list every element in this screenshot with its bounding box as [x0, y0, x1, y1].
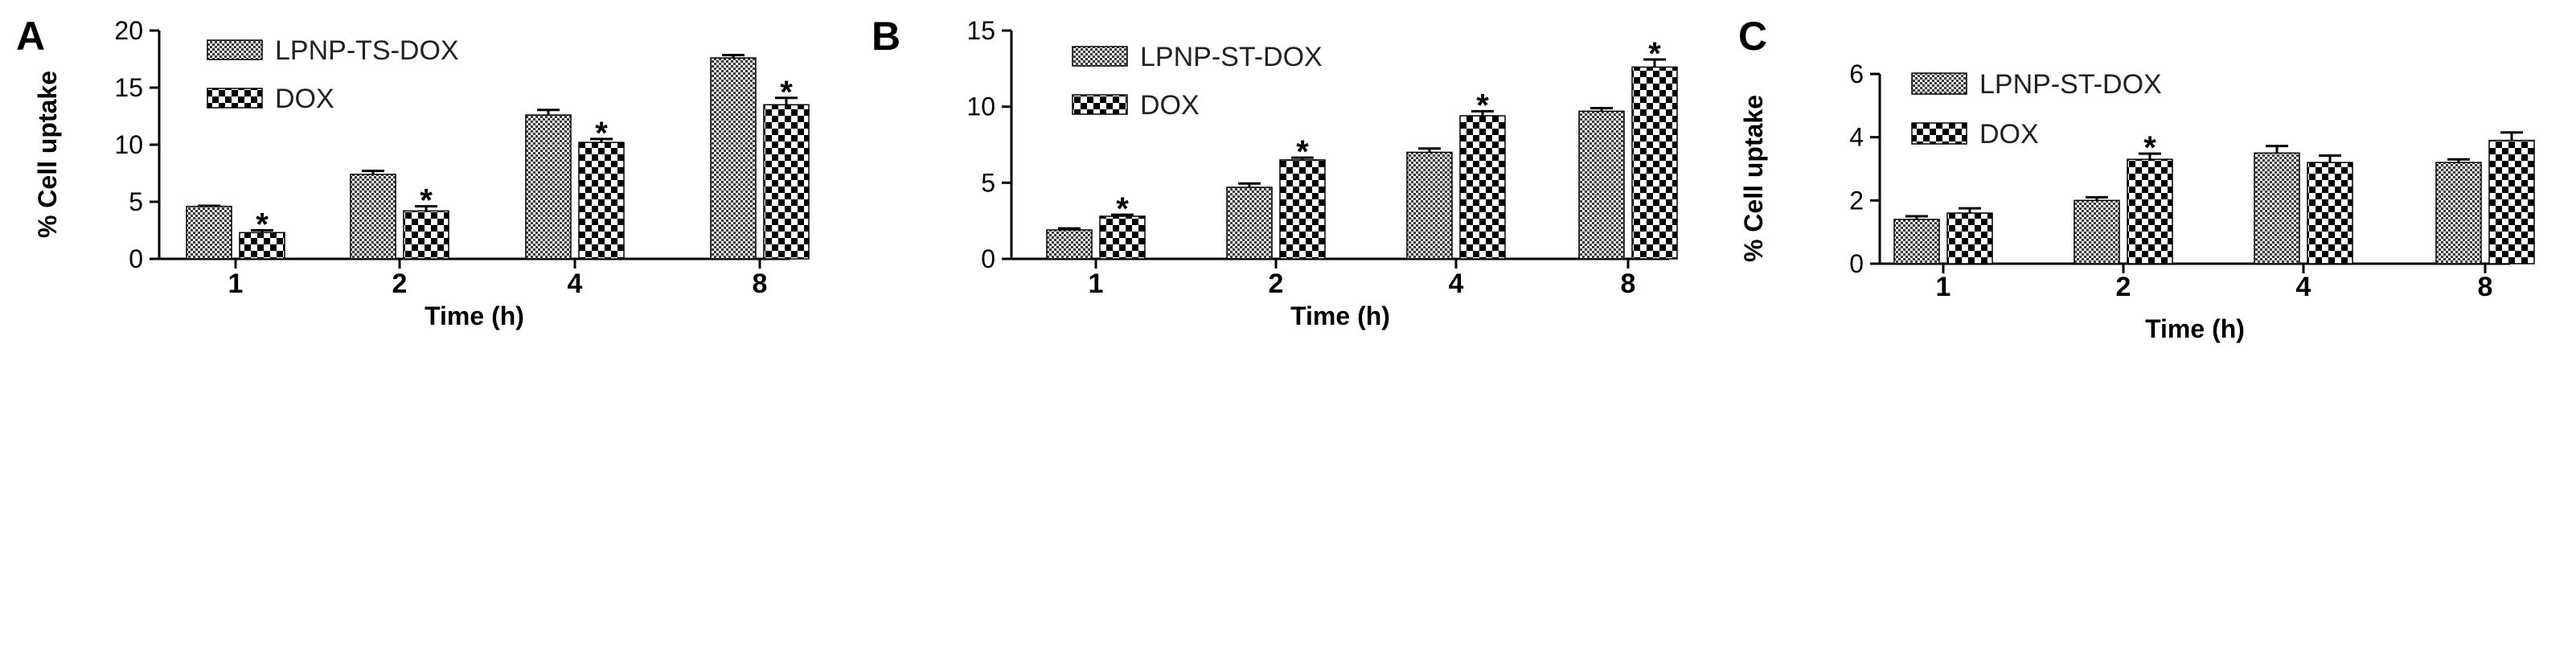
y-tick-label: 5 [981, 168, 995, 197]
legend-swatch-1 [207, 88, 263, 109]
y-tick-label: 15 [114, 73, 143, 102]
y-tick-label: 10 [966, 92, 995, 121]
legend-swatch-1 [1911, 122, 1967, 145]
bar-lpnp-ts-dox-2 [350, 174, 396, 260]
bar-lpnp-ts-dox-4 [525, 114, 572, 260]
bar-dox-4 [2307, 162, 2353, 264]
bar-dox-1 [1946, 212, 1993, 264]
bar-lpnp-st-dox-4 [1406, 151, 1453, 260]
significance-star: * [1116, 191, 1129, 227]
bar-dox-2 [2127, 158, 2173, 264]
significance-star: * [1648, 36, 1661, 72]
significance-star: * [2143, 130, 2156, 166]
legend-swatch-0 [207, 39, 263, 60]
legend-swatch-0 [1072, 46, 1128, 67]
x-tick-label: 4 [1449, 269, 1464, 299]
legend-swatch-0 [1911, 72, 1967, 95]
bar-lpnp-st-dox-4 [2254, 152, 2300, 264]
x-tick-label: 2 [1269, 269, 1284, 299]
x-tick-label: 2 [392, 269, 408, 299]
bar-lpnp-st-dox-8 [2435, 162, 2482, 264]
x-tick-label: 1 [1936, 272, 1951, 302]
significance-star: * [1296, 134, 1309, 170]
bar-lpnp-st-dox-8 [1578, 110, 1625, 260]
legend-label-0: LPNP-ST-DOX [1979, 69, 2162, 100]
legend-label-1: DOX [275, 84, 334, 114]
y-axis-title: % Cell uptake [1739, 95, 1768, 262]
legend-label-1: DOX [1979, 119, 2039, 150]
bar-dox-2 [1279, 159, 1326, 260]
x-tick-label: 8 [1621, 269, 1636, 299]
bar-lpnp-ts-dox-8 [710, 57, 757, 260]
x-tick-label: 4 [2296, 272, 2311, 302]
bar-dox-4 [1459, 115, 1506, 260]
significance-star: * [595, 116, 608, 151]
legend-label-0: LPNP-ST-DOX [1140, 42, 1323, 72]
panel-letter: B [872, 14, 900, 59]
y-tick-label: 0 [1849, 249, 1864, 278]
y-tick-label: 6 [1849, 59, 1864, 88]
significance-star: * [1476, 88, 1489, 123]
bar-dox-8 [1631, 66, 1678, 260]
y-tick-label: 20 [114, 16, 143, 45]
y-tick-label: 10 [114, 130, 143, 159]
x-tick-label: 8 [2478, 272, 2493, 302]
x-axis-title: Time (h) [425, 301, 524, 330]
y-tick-label: 5 [129, 187, 143, 216]
x-axis-title: Time (h) [1290, 301, 1390, 330]
legend-swatch-1 [1072, 94, 1128, 115]
bar-dox-2 [403, 210, 449, 260]
y-tick-label: 0 [129, 244, 143, 273]
bar-lpnp-st-dox-1 [1046, 229, 1093, 260]
significance-star: * [256, 207, 269, 243]
bar-lpnp-st-dox-2 [2074, 199, 2120, 264]
y-tick-label: 2 [1849, 186, 1864, 215]
panel-a: A 0 5 10 15 20 % Cell uptake * 1 * 2 * 4 * 8 Time (h) LP… [16, 14, 810, 330]
panel-c: C 0 2 4 6 % Cell uptake 1 * 2 4 8 Time (h) LPNP-ST-D… [1738, 14, 2535, 343]
panel-letter: A [16, 14, 45, 59]
panel-b: B 0 5 10 15 * 1 * 2 * 4 * 8 Time (h) LPNP-ST-DOX DOX [872, 14, 1678, 330]
bar-lpnp-st-dox-1 [1893, 219, 1940, 264]
significance-star: * [780, 75, 793, 110]
x-tick-label: 2 [2116, 272, 2131, 302]
y-axis-title: % Cell uptake [33, 71, 62, 238]
x-tick-label: 8 [753, 269, 768, 299]
panel-letter: C [1738, 14, 1767, 59]
bar-dox-8 [763, 104, 810, 260]
bar-lpnp-ts-dox-1 [186, 205, 232, 260]
x-axis-title: Time (h) [2145, 314, 2245, 343]
x-tick-label: 1 [228, 269, 244, 299]
x-tick-label: 4 [568, 269, 583, 299]
x-tick-label: 1 [1089, 269, 1104, 299]
y-tick-label: 0 [981, 244, 995, 273]
legend-label-1: DOX [1140, 90, 1200, 121]
y-tick-label: 15 [966, 16, 995, 45]
significance-star: * [420, 183, 433, 219]
bar-dox-8 [2488, 139, 2535, 264]
bar-dox-4 [578, 141, 625, 260]
bar-lpnp-st-dox-2 [1226, 187, 1273, 260]
legend-label-0: LPNP-TS-DOX [275, 35, 459, 66]
y-tick-label: 4 [1849, 123, 1864, 152]
bar-dox-1 [1099, 215, 1146, 260]
